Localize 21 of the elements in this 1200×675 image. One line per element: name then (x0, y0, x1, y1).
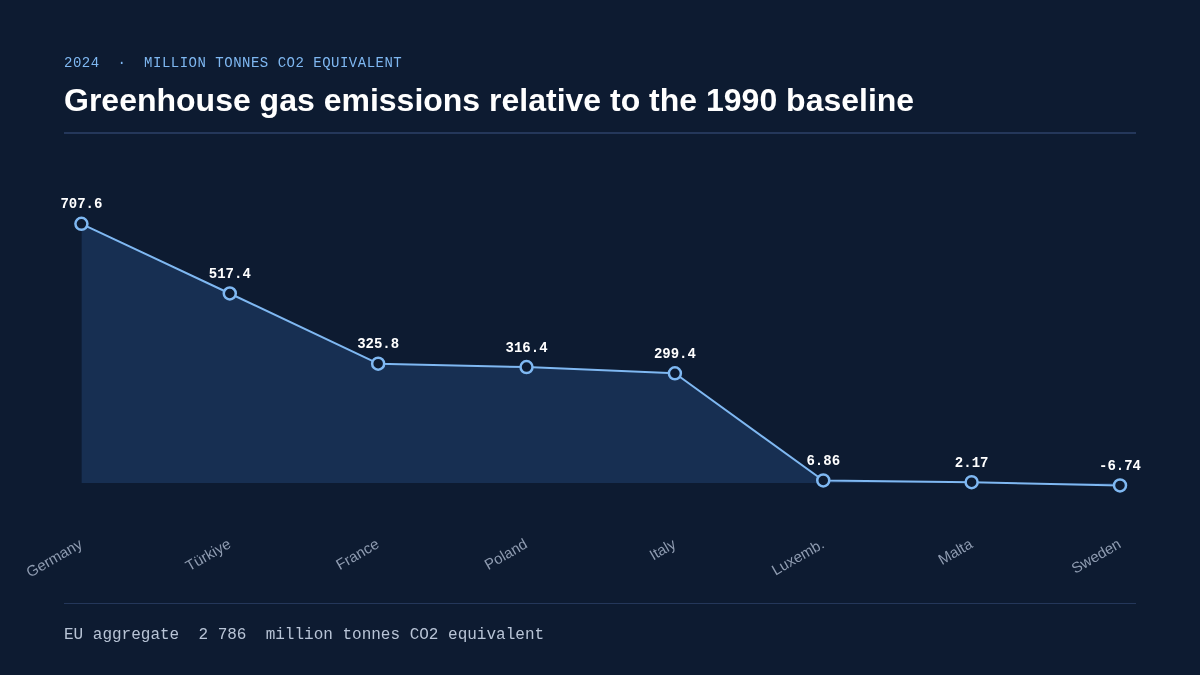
point (74, 216, 89, 232)
point (370, 356, 386, 371)
data-label: 707.6 (60, 196, 103, 213)
data-label: 316.4 (505, 339, 548, 356)
point (964, 474, 979, 490)
point (1112, 478, 1128, 493)
point (667, 366, 683, 381)
chart-subtitle: 2024 · MILLION TONNES CO2 EQUIVALENT (64, 55, 403, 71)
data-label: -6.74 (1098, 457, 1142, 474)
data-label: 517.4 (208, 266, 251, 283)
x-tick-label: Italy (646, 534, 679, 564)
data-label: 2.17 (954, 454, 989, 471)
point (519, 359, 534, 375)
data-label: 299.4 (653, 345, 696, 362)
data-label: 6.86 (806, 452, 841, 469)
x-tick-label: Malta (934, 534, 976, 568)
data-label: 325.8 (357, 336, 400, 353)
point (222, 286, 238, 301)
chart-title: Greenhouse gas emissions relative to the 1990 baseline (64, 82, 915, 119)
text: EU aggregate 2 786 million tonnes CO2 equivalent (64, 626, 545, 644)
point (816, 473, 831, 488)
